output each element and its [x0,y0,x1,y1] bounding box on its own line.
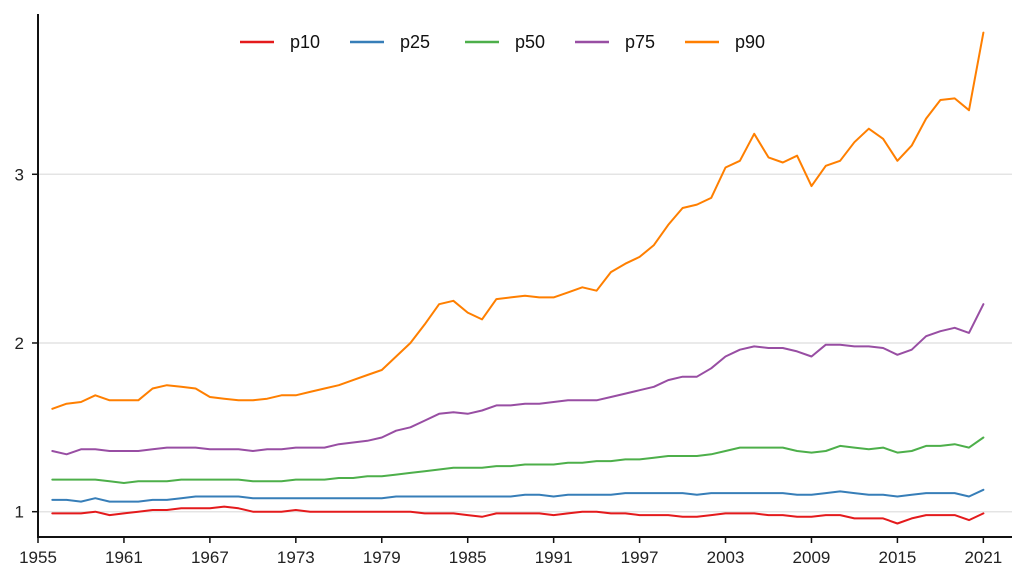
y-tick-label: 3 [15,165,24,184]
x-tick-label: 1997 [621,548,659,567]
x-tick-label: 1979 [363,548,401,567]
y-tick-label: 1 [15,503,24,522]
axes: 1 2 3 1955 1961 1967 1973 1979 1985 1991 1997 2003 2… [15,14,1012,567]
series-lines [51,31,985,525]
legend-label-p25: p25 [400,32,430,52]
x-tick-label: 2009 [793,548,831,567]
x-tick-label: 1967 [191,548,229,567]
legend-label-p90: p90 [735,32,765,52]
x-tick-label: 1961 [105,548,143,567]
legend: p10 p25 p50 p75 p90 [240,32,765,52]
x-tick-label: 1991 [535,548,573,567]
x-tick-label: 1985 [449,548,487,567]
series-line-p75 [51,303,985,456]
gridlines [38,173,1012,513]
legend-label-p10: p10 [290,32,320,52]
x-tick-label: 1955 [19,548,57,567]
x-tick-label: 1973 [277,548,315,567]
y-tick-label: 2 [15,334,24,353]
legend-label-p75: p75 [625,32,655,52]
x-tick-label: 2003 [707,548,745,567]
x-tick-label: 2015 [878,548,916,567]
series-line-p10 [51,505,985,525]
x-tick-label: 2021 [964,548,1002,567]
legend-label-p50: p50 [515,32,545,52]
series-line-p25 [51,488,985,503]
series-line-p90 [51,31,985,410]
series-line-p50 [51,436,985,484]
